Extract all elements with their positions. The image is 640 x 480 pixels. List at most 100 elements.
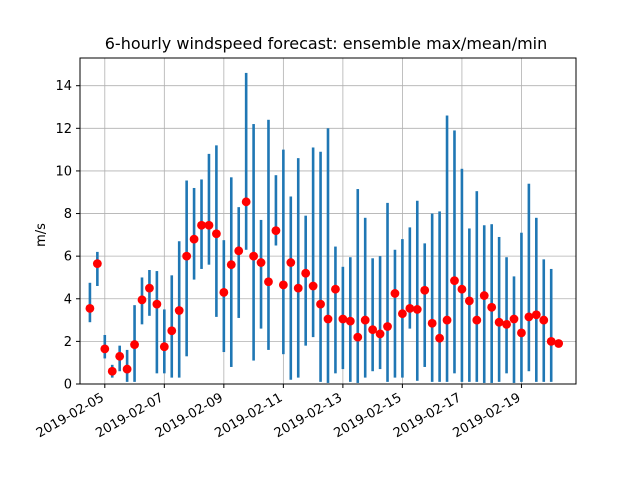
mean-point (442, 315, 452, 325)
mean-point (264, 277, 273, 287)
mean-point (308, 281, 318, 291)
range-bar (334, 246, 337, 374)
range-bar (207, 153, 211, 265)
plot-area-frame (79, 57, 577, 385)
mean-point (278, 280, 288, 290)
mean-point (412, 305, 422, 314)
mean-point (368, 325, 378, 335)
mean-point (383, 322, 392, 331)
range-bar (259, 219, 263, 329)
mean-point (115, 351, 125, 361)
range-bar (520, 232, 523, 382)
mean-point (539, 315, 549, 325)
range-bar (326, 128, 330, 383)
mean-point (137, 295, 147, 305)
mean-point (554, 339, 564, 348)
range-bar (296, 158, 300, 378)
range-bar (311, 147, 315, 338)
range-bar (267, 119, 270, 350)
range-bar (445, 115, 449, 382)
mean-point (472, 315, 482, 325)
mean-point (100, 344, 110, 354)
mean-point (316, 299, 325, 309)
range-bar (185, 180, 188, 357)
mean-point (182, 251, 192, 261)
range-bar (88, 282, 92, 323)
range-bar (356, 189, 360, 383)
mean-point (241, 197, 251, 207)
mean-point (427, 318, 437, 328)
mean-point (271, 226, 281, 235)
range-bar (393, 249, 397, 378)
mean-points (85, 197, 564, 376)
range-bar (475, 191, 479, 382)
mean-point (256, 258, 266, 267)
mean-point (457, 284, 467, 294)
mean-point (234, 246, 244, 256)
mean-point (420, 285, 430, 295)
range-bar (460, 168, 464, 382)
y-tick-label: 4 (64, 292, 72, 307)
mean-point (85, 303, 95, 313)
mean-point (122, 364, 132, 374)
mean-point (450, 276, 459, 286)
mean-point (509, 314, 519, 324)
range-bar (535, 217, 538, 382)
mean-point (338, 314, 348, 324)
mean-point (301, 268, 311, 278)
mean-point (353, 332, 363, 342)
range-bar (155, 271, 159, 374)
mean-point (405, 303, 415, 313)
range-bar (423, 243, 427, 367)
mean-point (487, 302, 497, 312)
range-bar (386, 202, 389, 382)
range-bar (482, 225, 486, 383)
range-bar (282, 149, 285, 355)
mean-point (197, 220, 206, 230)
range-bar (363, 217, 367, 378)
mean-point (130, 340, 139, 349)
range-bar (96, 251, 99, 286)
mean-point (167, 326, 177, 336)
mean-point (189, 234, 199, 244)
range-bar (378, 256, 382, 370)
mean-point (524, 312, 534, 322)
mean-point (107, 366, 117, 376)
range-bar (252, 124, 255, 361)
range-bar (497, 236, 501, 382)
mean-point (464, 296, 474, 306)
range-bar (244, 72, 248, 250)
range-bar (304, 215, 307, 346)
range-bar (453, 130, 456, 374)
mean-point (219, 287, 229, 297)
mean-point (152, 299, 162, 309)
y-tick-label: 10 (55, 164, 72, 179)
chart-title: 6-hourly windspeed forecast: ensemble ma… (105, 34, 548, 53)
range-bar (415, 200, 419, 381)
range-bar (148, 270, 151, 316)
mean-point (517, 328, 526, 338)
mean-point (398, 309, 407, 319)
y-tick-label: 14 (55, 79, 72, 94)
mean-point (479, 291, 489, 300)
y-axis-label: m/s (34, 223, 49, 247)
y-tick-label: 6 (64, 250, 72, 265)
range-bar (229, 177, 233, 367)
mean-point (145, 283, 154, 293)
y-tick-label: 0 (64, 378, 72, 393)
range-bar (549, 268, 553, 382)
range-bar (163, 309, 166, 374)
range-bar (371, 258, 374, 372)
mean-point (546, 336, 556, 346)
mean-point (494, 317, 504, 327)
range-bar (505, 257, 508, 374)
mean-point (92, 259, 102, 269)
y-tick-label: 8 (64, 207, 72, 222)
mean-point (331, 284, 340, 294)
range-bar (237, 207, 241, 318)
range-bar (527, 183, 531, 372)
range-bar (430, 213, 434, 382)
mean-point (226, 260, 236, 270)
y-tick-label: 2 (64, 335, 72, 350)
mean-point (249, 251, 258, 261)
